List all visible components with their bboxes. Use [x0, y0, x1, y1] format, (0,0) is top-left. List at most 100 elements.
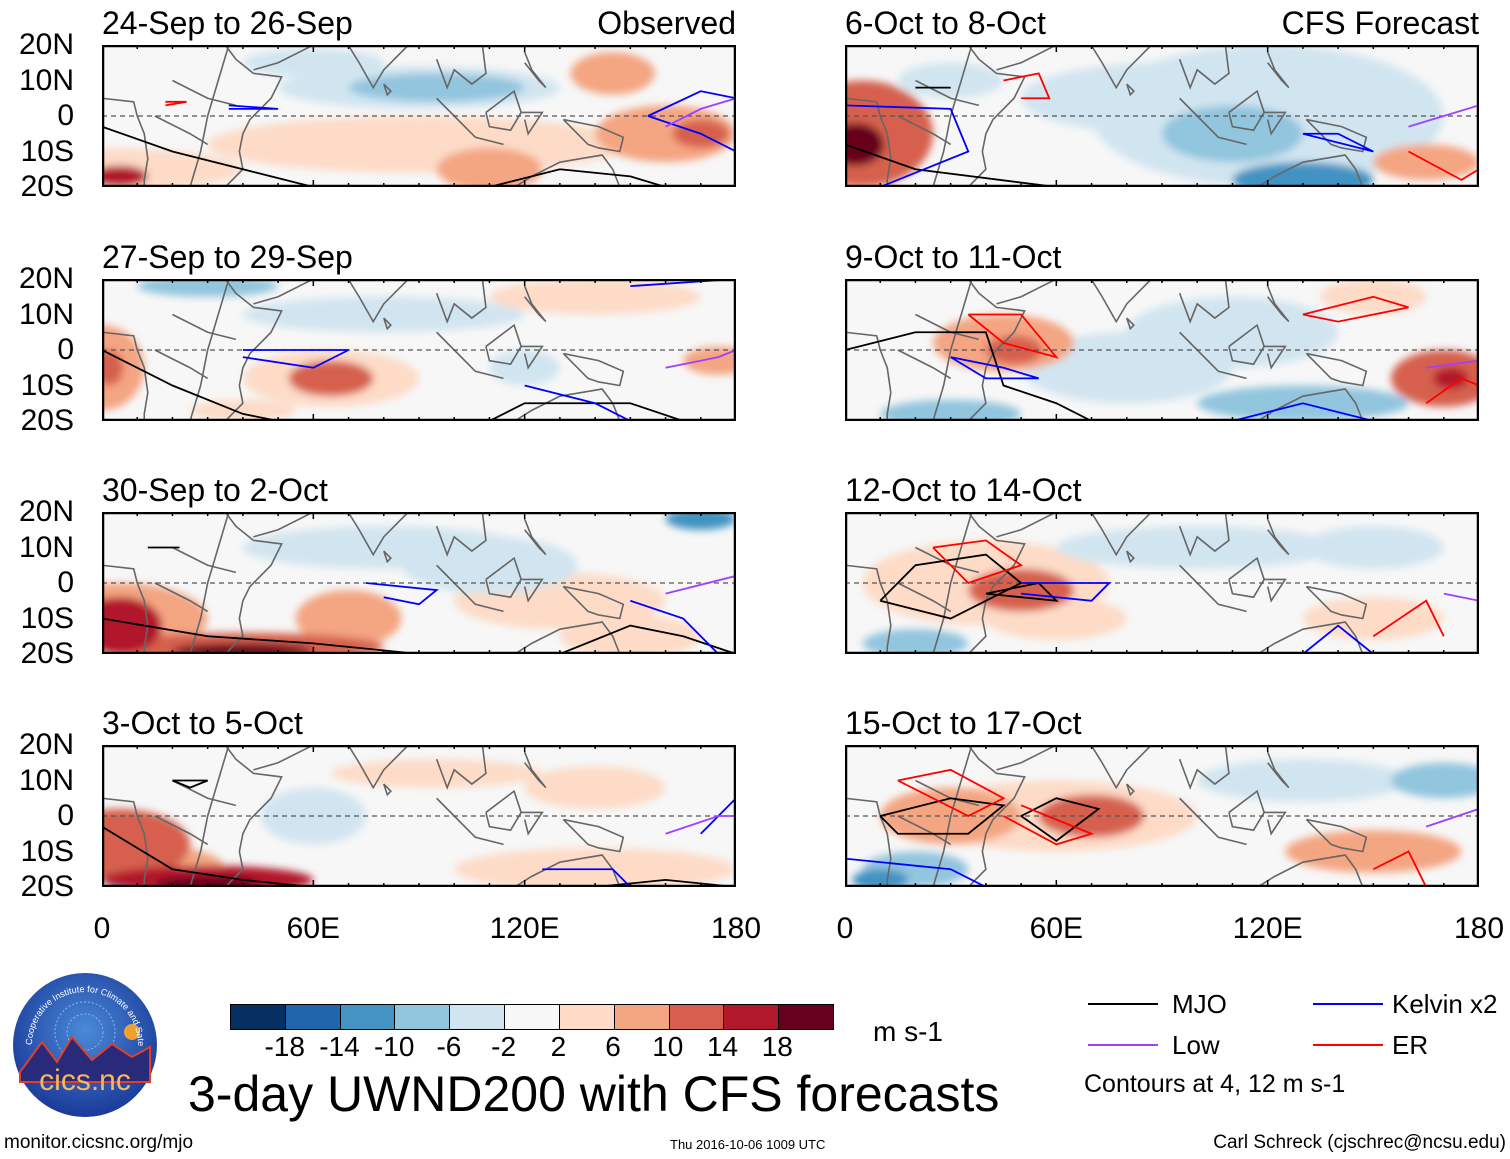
coastline — [1264, 578, 1287, 603]
map-panel — [102, 45, 736, 187]
wind-anomaly-region — [489, 279, 701, 315]
coastline — [154, 115, 209, 146]
coastline — [154, 582, 209, 613]
coastline — [347, 279, 410, 324]
contour-line — [665, 815, 736, 835]
wind-anomaly-region — [1056, 526, 1339, 569]
contour-line — [1003, 804, 1095, 846]
coastline — [436, 797, 504, 846]
coastline — [1264, 111, 1287, 136]
lat-label: 20N — [18, 28, 74, 61]
coastline — [1305, 818, 1368, 853]
coastline — [523, 51, 547, 89]
coastline — [383, 783, 392, 797]
coastline — [1178, 279, 1230, 324]
colorbar-swatch — [669, 1005, 725, 1029]
coastline — [435, 512, 487, 557]
coastline — [562, 118, 625, 153]
coastline — [915, 79, 980, 107]
lat-label: 10S — [20, 368, 74, 402]
coastline — [1264, 345, 1287, 370]
coastline — [1266, 518, 1290, 556]
contour-line — [1408, 104, 1479, 128]
lat-label: 10N — [18, 530, 74, 564]
wind-anomaly-region — [1433, 367, 1469, 390]
wind-anomaly-region — [559, 614, 701, 654]
coastline — [102, 97, 149, 187]
contour-line — [950, 356, 1039, 380]
coastline — [1090, 279, 1153, 324]
legend-mjo-line — [1088, 1003, 1158, 1005]
coastline — [102, 331, 149, 421]
contour-line — [1232, 402, 1374, 421]
lat-label: 10N — [18, 297, 74, 331]
wind-anomaly-region — [436, 147, 543, 187]
footer-credit: Carl Schreck (cjschrec@ncsu.edu) — [1213, 1132, 1506, 1153]
contour-line — [524, 384, 631, 421]
wind-anomaly-region — [489, 350, 560, 386]
colorbar-units: m s-1 — [873, 1016, 943, 1047]
coastline — [436, 331, 504, 380]
coastline — [189, 512, 230, 654]
contour-line — [1003, 72, 1051, 100]
lat-label: 20N — [18, 262, 74, 295]
lat-label: 10N — [18, 763, 74, 797]
coastline — [172, 779, 237, 807]
contour-line — [1443, 592, 1479, 602]
coastline — [1126, 550, 1135, 564]
legend-mjo-label: MJO — [1172, 989, 1227, 1019]
coastline — [897, 115, 952, 146]
wind-anomaly-region — [242, 48, 384, 77]
lat-label: 20S — [20, 637, 74, 670]
coastline — [1305, 585, 1368, 620]
observed-label: Observed — [597, 5, 736, 41]
map-panel — [102, 745, 736, 887]
colorbar-swatch — [450, 1005, 506, 1029]
coastline — [435, 45, 487, 90]
contour-line — [489, 402, 684, 421]
map-panel — [845, 279, 1479, 421]
coastline — [383, 83, 392, 97]
coastline — [1264, 811, 1287, 836]
contour-line — [665, 349, 736, 369]
coastline — [485, 89, 523, 132]
panel-title: 3-Oct to 5-Oct — [102, 705, 303, 741]
lon-label: 0 — [93, 912, 111, 945]
coastline — [137, 45, 283, 187]
wind-anomaly-region — [852, 869, 909, 887]
coastline — [1179, 564, 1247, 613]
coastline — [562, 818, 625, 853]
contour-line — [102, 617, 420, 654]
coastline — [189, 279, 230, 421]
coastline — [436, 564, 504, 613]
legend-low-line — [1088, 1044, 1158, 1046]
contour-line — [1408, 150, 1479, 181]
coastline — [845, 97, 892, 187]
map-panel — [845, 512, 1479, 654]
coastline — [1090, 745, 1153, 790]
coastline — [102, 797, 149, 887]
lon-label: 120E — [1232, 912, 1303, 945]
coastline — [845, 331, 892, 421]
footer-url[interactable]: monitor.cicsnc.org/mjo — [4, 1132, 194, 1153]
contour-line — [228, 104, 279, 110]
colorbar-label: 6 — [605, 1031, 621, 1062]
coastline — [485, 323, 523, 366]
contour-line — [985, 582, 1059, 602]
contour-line — [845, 143, 1268, 187]
wind-anomaly-region — [880, 399, 1022, 421]
lat-label: 10S — [20, 834, 74, 868]
wind-anomaly-region — [102, 597, 162, 654]
coastline — [172, 313, 237, 341]
map-panel — [845, 745, 1479, 887]
wind-anomaly-region — [1285, 830, 1462, 873]
colorbar-swatch — [231, 1005, 286, 1029]
contour-line — [845, 104, 970, 187]
wind-anomaly-region — [190, 399, 296, 421]
wind-anomaly-region — [897, 62, 1004, 99]
wind-anomaly-region — [1390, 762, 1479, 799]
contour-line — [665, 575, 736, 595]
coastline — [435, 745, 487, 790]
coastline — [1179, 331, 1247, 380]
coastline — [521, 345, 544, 370]
